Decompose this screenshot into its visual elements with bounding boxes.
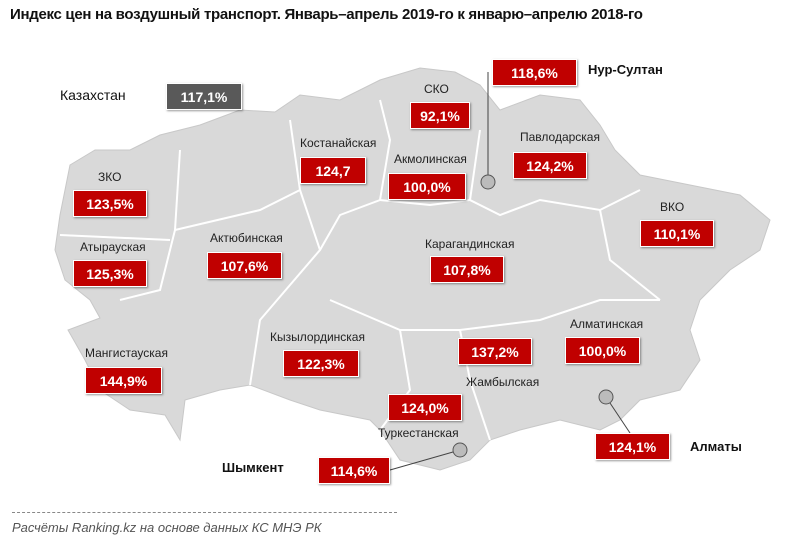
region-label-kyzylorda: Кызылординская	[270, 330, 365, 344]
country-outline	[54, 67, 771, 471]
region-label-turkestan: Туркестанская	[378, 426, 459, 440]
region-value-karaganda: 107,8%	[430, 256, 504, 283]
region-value-mangystau: 144,9%	[85, 367, 162, 394]
region-label-kostanay: Костанайская	[300, 136, 377, 150]
region-value-zhambyl: 124,0%	[388, 394, 462, 421]
city-label-almaty: Алматы	[690, 439, 742, 454]
shymkent-leader	[389, 449, 461, 471]
region-value-almaty-region: 100,0%	[565, 337, 640, 364]
country-value: 117,1%	[166, 83, 242, 110]
region-label-sko: СКО	[424, 82, 449, 96]
shymkent-marker	[452, 442, 468, 458]
region-label-zhambyl: Жамбылская	[466, 375, 540, 389]
region-value-akmola: 100,0%	[388, 173, 466, 200]
region-value-unlabeled: 137,2%	[458, 338, 532, 365]
title: Индекс цен на воздушный транспорт. Январ…	[10, 6, 643, 23]
region-value-atyrau: 125,3%	[73, 260, 147, 287]
nur-sultan-marker	[480, 174, 496, 190]
region-label-mangystau: Мангистауская	[85, 346, 168, 360]
region-value-sko: 92,1%	[410, 102, 470, 129]
region-value-aktobe: 107,6%	[207, 252, 282, 279]
region-label-atyrau: Атырауская	[80, 240, 146, 254]
city-label-shymkent: Шымкент	[222, 460, 284, 475]
region-value-zko: 123,5%	[73, 190, 147, 217]
region-value-kostanay: 124,7	[300, 157, 366, 184]
region-label-vko: ВКО	[660, 200, 685, 214]
region-value-vko: 110,1%	[640, 220, 714, 247]
region-label-zko: ЗКО	[98, 170, 122, 184]
region-label-karaganda: Карагандинская	[425, 237, 515, 251]
city-label-nur-sultan: Нур-Султан	[588, 62, 663, 77]
region-label-akmola: Акмолинская	[394, 152, 467, 166]
region-label-pavlodar: Павлодарская	[520, 130, 600, 144]
almaty-marker	[598, 389, 614, 405]
region-value-pavlodar: 124,2%	[513, 152, 587, 179]
region-value-kyzylorda: 122,3%	[283, 350, 359, 377]
region-label-aktobe: Актюбинская	[210, 231, 283, 245]
source-divider	[12, 512, 397, 513]
city-value-almaty: 124,1%	[595, 433, 670, 460]
source-note: Расчёты Ranking.kz на основе данных КС М…	[12, 520, 322, 535]
city-value-nur-sultan: 118,6%	[492, 59, 577, 86]
country-label: Казахстан	[60, 87, 126, 103]
region-label-almaty-region: Алматинская	[570, 317, 644, 331]
city-value-shymkent: 114,6%	[318, 457, 390, 484]
